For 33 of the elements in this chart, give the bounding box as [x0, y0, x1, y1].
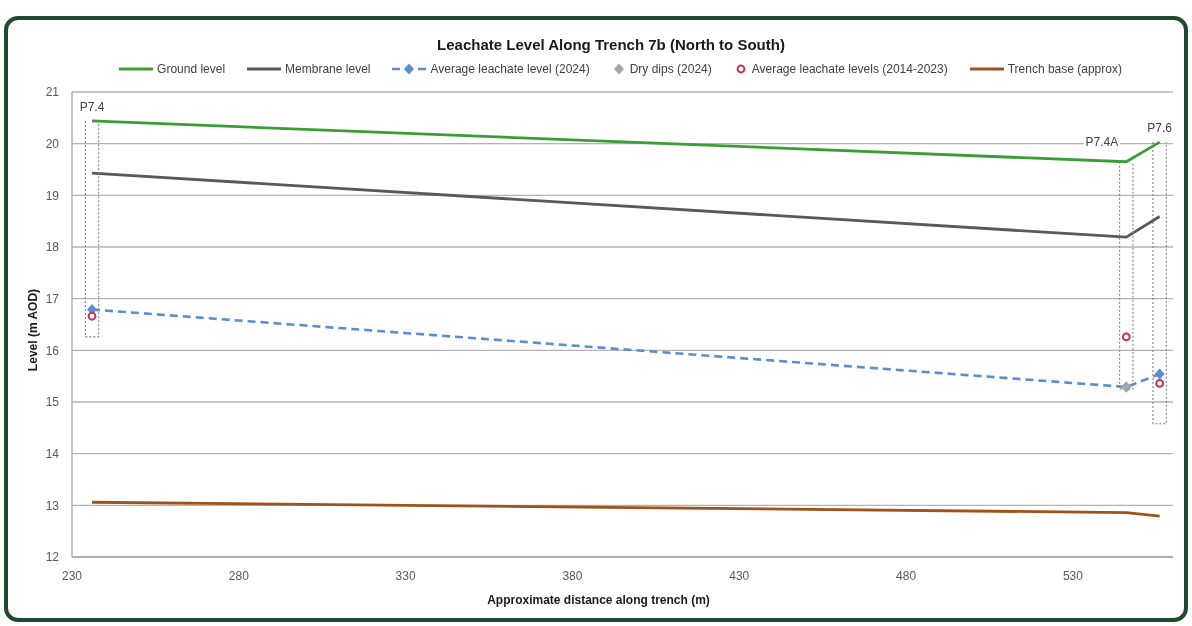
- legend-label: Average leachate levels (2014-2023): [751, 62, 948, 76]
- y-tick-label: 13: [45, 498, 60, 513]
- y-axis-title: Level (m AOD): [26, 288, 40, 372]
- point: [87, 311, 97, 321]
- x-tick-label: 330: [395, 568, 416, 583]
- x-tick-label: 230: [61, 568, 83, 583]
- y-tick-label: 15: [45, 395, 60, 410]
- chart-title: Leachate Level Along Trench 7b (North to South): [436, 36, 786, 53]
- x-tick-label: 380: [562, 568, 583, 583]
- y-tick-label: 17: [45, 291, 60, 306]
- annotation: P7.4A: [1085, 134, 1119, 149]
- y-tick-label: 21: [45, 85, 60, 100]
- y-tick-label: 16: [45, 343, 60, 358]
- x-axis-title: Approximate distance along trench (m): [486, 593, 711, 607]
- annotation: P7.4: [79, 99, 105, 114]
- y-tick-label: 20: [45, 136, 60, 151]
- x-tick-label: 530: [1062, 568, 1084, 583]
- point: [1154, 368, 1165, 380]
- legend-label: Dry dips (2024): [629, 62, 712, 76]
- y-tick-label: 18: [45, 240, 60, 255]
- y-tick-label: 14: [45, 446, 60, 461]
- x-tick-label: 480: [896, 568, 917, 583]
- y-tick-label: 19: [45, 188, 60, 203]
- point: [1155, 379, 1165, 388]
- point: [1121, 332, 1131, 342]
- legend-label: Average leachate level (2024): [430, 62, 590, 76]
- legend-label: Trench base (approx): [1007, 62, 1122, 76]
- legend-label: Membrane level: [285, 62, 371, 76]
- legend-label: Ground level: [157, 62, 226, 76]
- x-tick-label: 280: [228, 568, 250, 583]
- y-tick-label: 12: [45, 550, 60, 565]
- x-tick-label: 430: [729, 568, 750, 583]
- annotation: P7.6: [1147, 121, 1173, 136]
